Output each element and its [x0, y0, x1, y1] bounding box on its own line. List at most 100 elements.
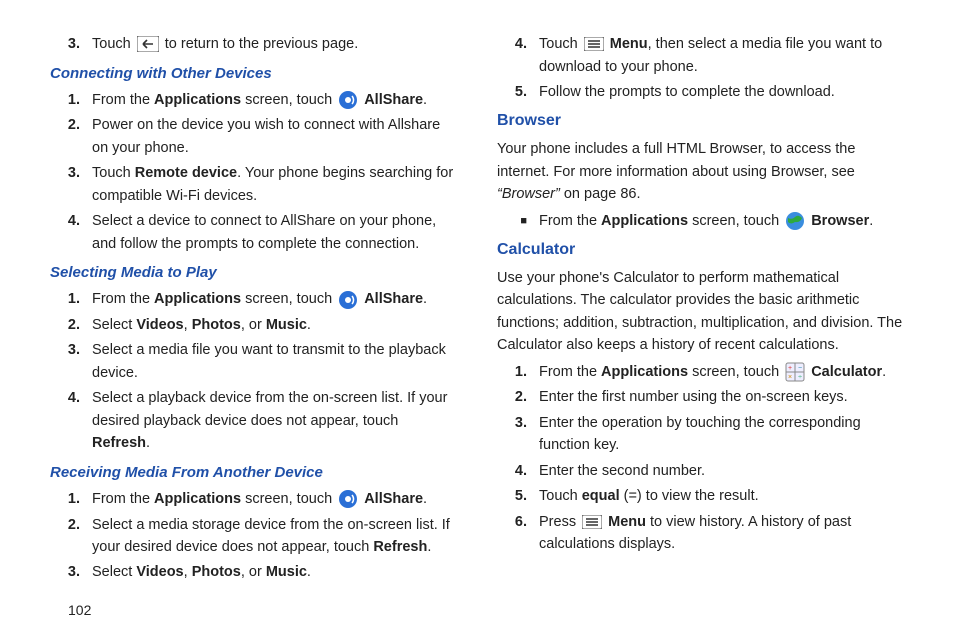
- item-number: 4.: [497, 33, 539, 55]
- back-arrow-icon: [137, 33, 159, 55]
- list-item: 3. Enter the operation by touching the c…: [497, 412, 904, 457]
- text: .: [307, 317, 311, 333]
- text: ,: [184, 564, 192, 580]
- page-number: 102: [68, 602, 91, 618]
- list-item: 1. From the Applications screen, touch A…: [50, 89, 457, 112]
- bold-text: AllShare: [364, 491, 423, 507]
- item-number: 1.: [50, 89, 92, 111]
- calculator-list: 1. From the Applications screen, touch +…: [497, 361, 904, 556]
- text: .: [146, 435, 150, 451]
- text: From the: [539, 213, 601, 229]
- bold-text: Applications: [154, 291, 241, 307]
- item-number: 1.: [50, 488, 92, 510]
- list-item: 3. Select Videos, Photos, or Music.: [50, 561, 457, 583]
- item-number: 3.: [50, 33, 92, 55]
- item-number: 4.: [50, 210, 92, 232]
- item-text: From the Applications screen, touch AllS…: [92, 89, 457, 112]
- text: , or: [241, 564, 266, 580]
- calculator-intro: Use your phone's Calculator to perform m…: [497, 267, 904, 357]
- left-column: 3. Touch to return to the previous page.…: [50, 30, 457, 587]
- bold-text: Remote device: [135, 165, 237, 181]
- text: Touch: [92, 165, 135, 181]
- bullet-icon: ■: [497, 210, 539, 232]
- text: Touch: [92, 36, 135, 52]
- bold-text: Calculator: [811, 364, 882, 380]
- text: Select: [92, 564, 136, 580]
- svg-text:÷: ÷: [798, 374, 802, 381]
- text: Touch: [539, 36, 582, 52]
- item-text: Power on the device you wish to connect …: [92, 114, 457, 159]
- subheading-connecting: Connecting with Other Devices: [50, 62, 457, 85]
- text: .: [869, 213, 873, 229]
- item-number: 6.: [497, 511, 539, 533]
- bold-text: Applications: [154, 491, 241, 507]
- item-text: Touch Remote device. Your phone begins s…: [92, 162, 457, 207]
- browser-bullet: ■ From the Applications screen, touch Br…: [497, 210, 904, 233]
- bold-text: Refresh: [92, 435, 146, 451]
- subheading-receiving: Receiving Media From Another Device: [50, 461, 457, 484]
- item-text: Select a media file you want to transmit…: [92, 339, 457, 384]
- text: Select a playback device from the on-scr…: [92, 390, 447, 428]
- item-number: 3.: [50, 561, 92, 583]
- list-item: 5. Touch equal (=) to view the result.: [497, 485, 904, 507]
- item-number: 4.: [497, 460, 539, 482]
- manual-page: 3. Touch to return to the previous page.…: [0, 0, 954, 636]
- item-number: 3.: [50, 162, 92, 184]
- list-item: 1. From the Applications screen, touch +…: [497, 361, 904, 384]
- top-continued-list: 3. Touch to return to the previous page.: [50, 33, 457, 56]
- allshare-icon: [338, 288, 358, 310]
- item-number: 2.: [50, 314, 92, 336]
- text: From the: [92, 92, 154, 108]
- text: screen, touch: [241, 291, 336, 307]
- bold-text: AllShare: [364, 291, 423, 307]
- bold-text: Menu: [610, 36, 648, 52]
- top-right-list: 4. Touch Menu, then select a media file …: [497, 33, 904, 103]
- bold-text: Videos: [136, 564, 183, 580]
- right-column: 4. Touch Menu, then select a media file …: [497, 30, 904, 587]
- item-number: 1.: [497, 361, 539, 383]
- text: From the: [92, 291, 154, 307]
- text: screen, touch: [688, 213, 783, 229]
- text: screen, touch: [241, 92, 336, 108]
- list-item: 4. Select a playback device from the on-…: [50, 387, 457, 454]
- browser-globe-icon: [785, 210, 805, 232]
- list-item: 2. Enter the first number using the on-s…: [497, 386, 904, 408]
- heading-calculator: Calculator: [497, 238, 904, 263]
- svg-text:×: ×: [788, 374, 792, 381]
- list-item: 2. Power on the device you wish to conne…: [50, 114, 457, 159]
- item-number: 4.: [50, 387, 92, 409]
- bold-text: Browser: [811, 213, 869, 229]
- item-text: Select a device to connect to AllShare o…: [92, 210, 457, 255]
- item-text: Select a media storage device from the o…: [92, 514, 457, 559]
- item-number: 2.: [50, 514, 92, 536]
- item-text: Select a playback device from the on-scr…: [92, 387, 457, 454]
- menu-icon: [582, 511, 602, 533]
- connecting-list: 1. From the Applications screen, touch A…: [50, 89, 457, 255]
- text: Your phone includes a full HTML Browser,…: [497, 141, 855, 179]
- text: Touch: [539, 488, 582, 504]
- item-text: From the Applications screen, touch AllS…: [92, 288, 457, 311]
- item-text: Select Videos, Photos, or Music.: [92, 561, 457, 583]
- text: .: [307, 564, 311, 580]
- list-item: 1. From the Applications screen, touch A…: [50, 488, 457, 511]
- text: .: [427, 539, 431, 555]
- list-item: 2. Select Videos, Photos, or Music.: [50, 314, 457, 336]
- bold-text: Photos: [192, 317, 241, 333]
- subheading-selecting: Selecting Media to Play: [50, 261, 457, 284]
- text: .: [423, 491, 427, 507]
- item-number: 2.: [50, 114, 92, 136]
- list-item: 2. Select a media storage device from th…: [50, 514, 457, 559]
- list-item: 5. Follow the prompts to complete the do…: [497, 81, 904, 103]
- bold-text: equal: [582, 488, 620, 504]
- item-text: From the Applications screen, touch Brow…: [539, 210, 904, 233]
- text: ,: [184, 317, 192, 333]
- list-item: 4. Select a device to connect to AllShar…: [50, 210, 457, 255]
- item-text: Select Videos, Photos, or Music.: [92, 314, 457, 336]
- selecting-list: 1. From the Applications screen, touch A…: [50, 288, 457, 454]
- bold-text: Applications: [601, 213, 688, 229]
- bold-text: Photos: [192, 564, 241, 580]
- text: .: [423, 92, 427, 108]
- text: Press: [539, 514, 580, 530]
- svg-text:−: −: [798, 365, 802, 372]
- list-item: 4. Enter the second number.: [497, 460, 904, 482]
